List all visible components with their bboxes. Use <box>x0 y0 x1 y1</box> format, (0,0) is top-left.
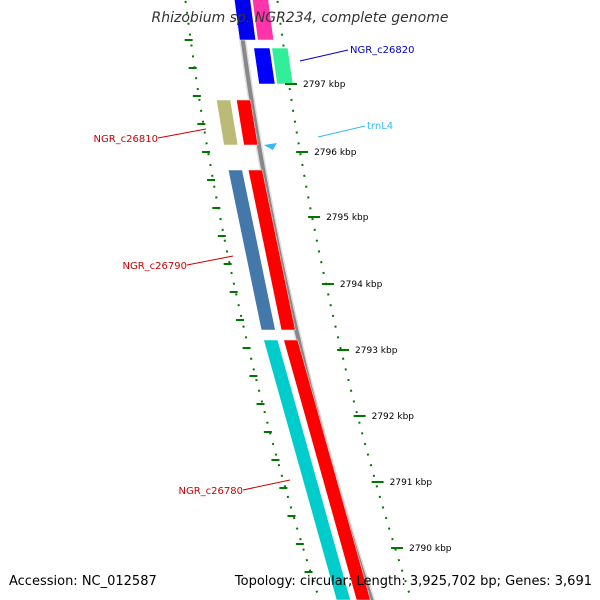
feature-arrows <box>216 0 371 600</box>
label-trnl4-leader <box>317 125 366 138</box>
label-ngr-c26780: NGR_c26780 <box>179 486 244 497</box>
gene-arrow-olive <box>216 99 239 146</box>
gene-arrow-ngr-c26810 <box>236 99 259 146</box>
label-ngr-c26780-leader <box>242 479 291 491</box>
accession-text: Accession: NC_012587 <box>9 574 157 589</box>
tick-label: 2797 kbp <box>303 80 346 90</box>
tick-label: 2793 kbp <box>355 346 398 356</box>
gene-arrow-ngr-c26780 <box>263 339 351 600</box>
tick-label: 2796 kbp <box>314 148 357 158</box>
label-ngr-c26810: NGR_c26810 <box>94 134 159 145</box>
gene-arrow-green <box>271 47 294 85</box>
label-ngr-c26820-leader <box>299 49 349 62</box>
map-title: Rhizobium sp. NGR234, complete genome <box>151 10 449 26</box>
gene-arrow-ngr-c26820 <box>253 47 276 85</box>
gene-arrow-ngr-c26790 <box>227 169 276 331</box>
genome-summary-text: Topology: circular; Length: 3,925,702 bp… <box>234 574 592 589</box>
feature-labels: 2797 kbp 2796 kbp 2795 kbp 2794 kbp 2793 kbp… <box>94 45 452 554</box>
tick-label: 2790 kbp <box>409 544 452 554</box>
tick-label: 2791 kbp <box>390 478 433 488</box>
tick-label: 2794 kbp <box>340 280 383 290</box>
label-trnl4: trnL4 <box>367 121 393 132</box>
gene-arrow-red-long-1 <box>247 169 296 331</box>
label-ngr-c26790: NGR_c26790 <box>123 261 188 272</box>
tick-marks <box>184 39 404 573</box>
gene-arrow-red-long-2 <box>283 339 371 600</box>
gene-arrow-top-blue <box>234 0 256 41</box>
tick-label: 2792 kbp <box>372 412 415 422</box>
gene-arrow-top-pink <box>252 0 274 41</box>
label-ngr-c26820: NGR_c26820 <box>350 45 415 56</box>
inner-dotted-ring <box>184 0 321 600</box>
tick-label: 2795 kbp <box>326 213 369 223</box>
outer-dotted-ring <box>276 0 413 600</box>
label-ngr-c26790-leader <box>186 255 234 266</box>
label-ngr-c26810-leader <box>157 128 207 139</box>
gc-grid <box>184 0 413 600</box>
trna-arrow-trnl4 <box>263 143 277 150</box>
